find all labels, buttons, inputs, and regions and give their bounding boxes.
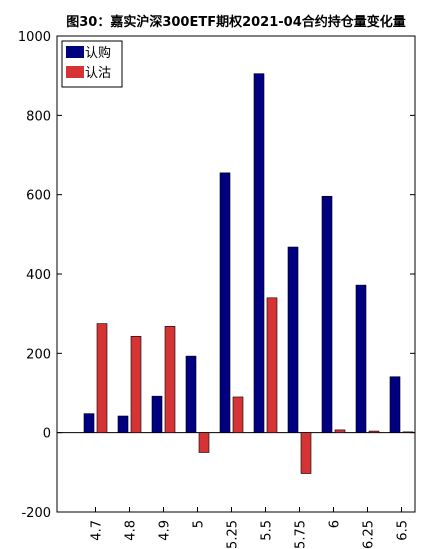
y-tick-label: 200 [26,347,51,362]
x-tick-label: 6.5 [396,520,411,541]
x-tick-label: 6.25 [362,520,377,549]
y-tick-label: 400 [26,268,51,283]
x-tick-label: 4.9 [158,520,173,541]
bar-put [164,326,176,433]
legend: 认购 认沽 [61,40,123,88]
bar-call [287,246,299,433]
bar-put [198,432,210,453]
x-tick-label: 4.8 [124,520,139,541]
x-tick-label: 5 [192,520,207,528]
y-tick-label: 800 [26,109,51,124]
x-tick-label: 4.7 [90,520,105,541]
bar-call [321,195,333,433]
x-tick-label: 5.5 [260,520,275,541]
chart-title: 图30：嘉实沪深300ETF期权2021-04合约持仓量变化量 [66,14,406,30]
bar-call [185,355,197,433]
bar-call [355,284,367,433]
bar-call [389,376,401,433]
y-tick-label: 0 [43,427,51,442]
y-tick-label: 600 [26,189,51,204]
bar-put [300,432,312,474]
y-tick-label: 1000 [18,30,51,45]
x-tick-label: 5.25 [226,520,241,549]
bar-put [96,323,108,433]
bar-call [253,73,265,433]
x-tick-label: 6 [328,520,343,528]
bar-call [83,413,95,433]
bar-put [368,430,380,433]
bar-call [151,395,163,433]
legend-label-put: 认沽 [85,66,111,81]
bar-put [130,335,142,433]
bar-call [219,172,231,433]
plot-frame [56,35,416,513]
x-tick-label: 5.75 [294,520,309,549]
y-tick-label: -200 [21,506,51,521]
bar-put [232,396,244,433]
bar-put [334,429,346,433]
legend-swatch-put [66,66,84,78]
legend-label-call: 认购 [85,45,111,61]
bar-put [266,297,278,433]
bar-call [117,415,129,433]
legend-swatch-call [66,46,84,58]
